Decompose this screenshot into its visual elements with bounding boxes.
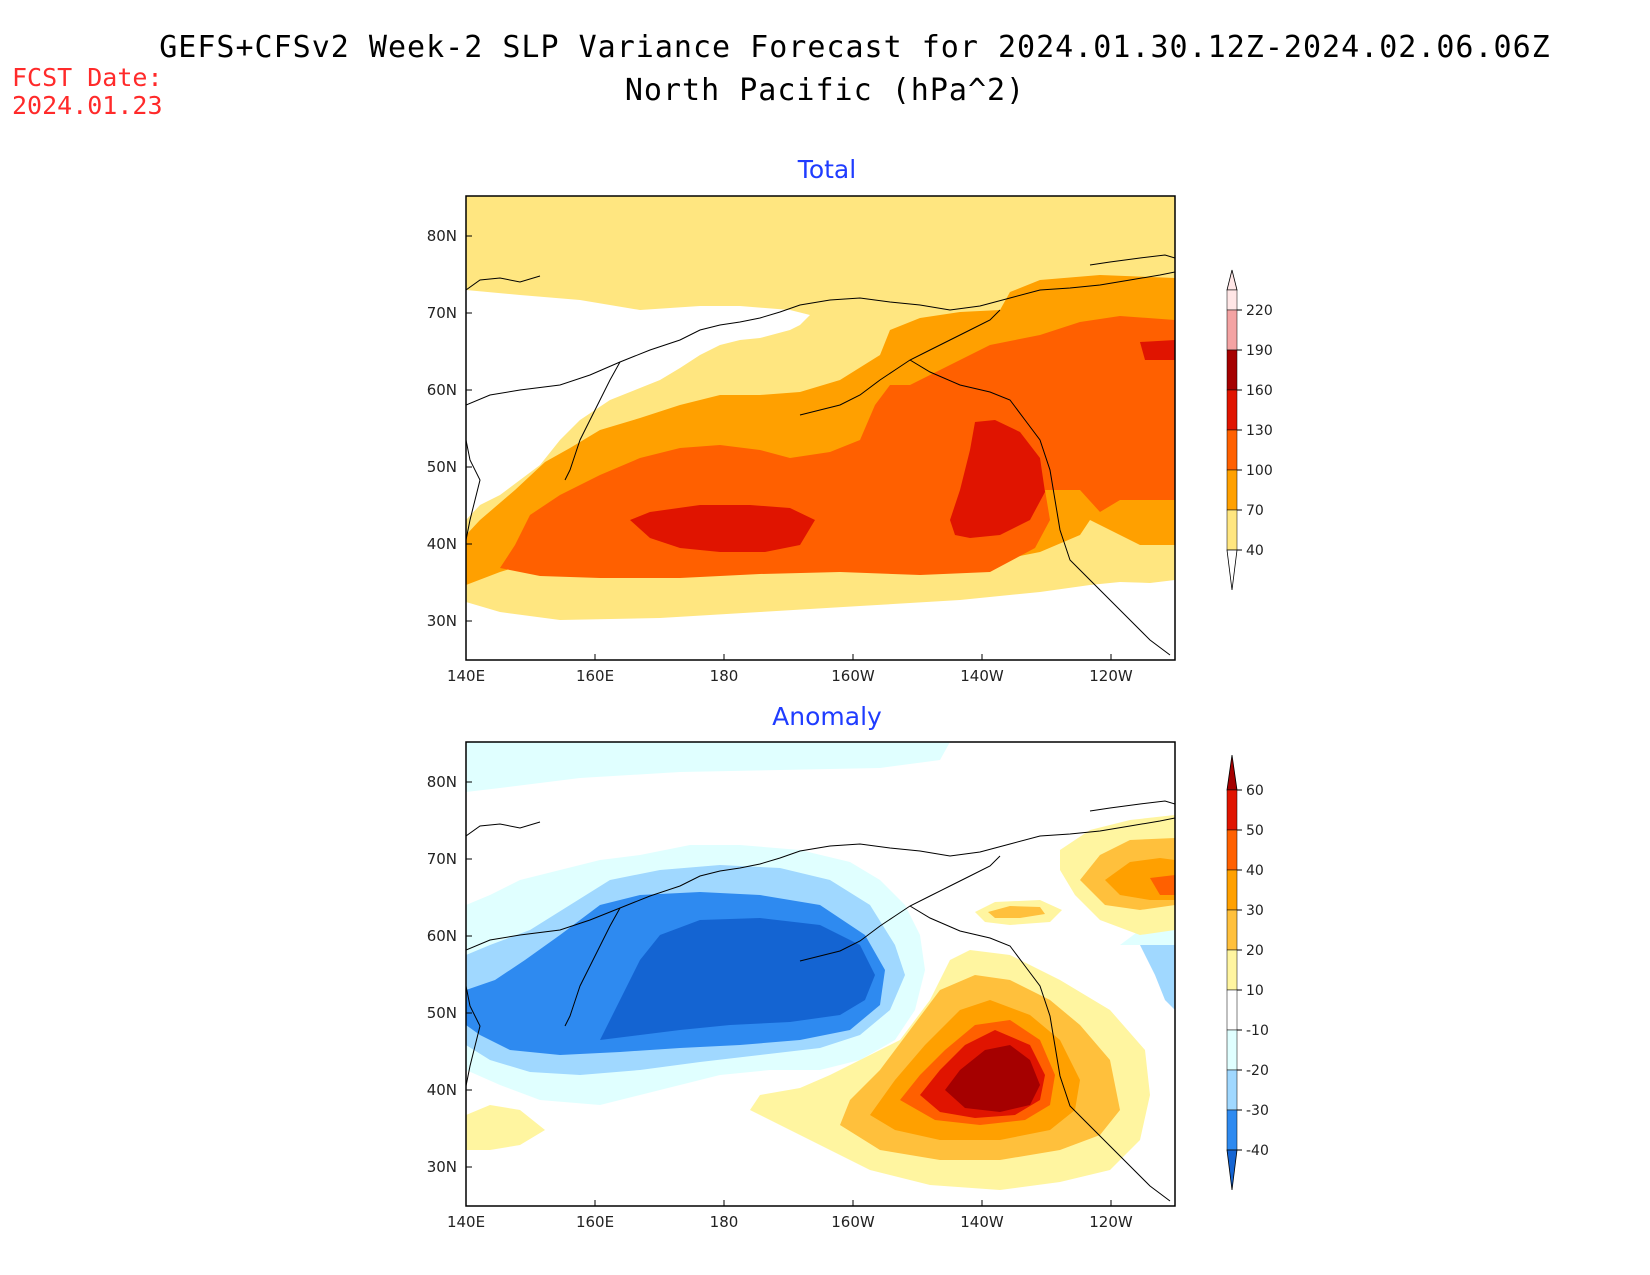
lat-tick-label: 50N: [427, 1004, 457, 1022]
panel-title-total: Total: [797, 155, 856, 184]
colorbar-label: -40: [1246, 1143, 1269, 1159]
fcst-label: FCST Date:: [12, 63, 163, 92]
lat-tick-label: 80N: [427, 227, 457, 245]
lon-tick-label: 140E: [447, 1213, 485, 1231]
colorbar-label: 100: [1246, 463, 1273, 479]
colorbar-label: 50: [1246, 823, 1264, 839]
colorbar-label: 40: [1246, 543, 1264, 559]
lat-tick-label: 80N: [427, 773, 457, 791]
chart-subtitle: North Pacific (hPa^2): [624, 73, 1026, 108]
colorbar-label: -10: [1246, 1023, 1269, 1039]
lat-tick-label: 70N: [427, 304, 457, 322]
lat-axis-anomaly: 80N 70N 60N 50N 40N 30N: [427, 773, 472, 1176]
lat-tick-label: 30N: [427, 1158, 457, 1176]
colorbar-label: 20: [1246, 943, 1264, 959]
chart-title: GEFS+CFSv2 Week-2 SLP Variance Forecast …: [159, 30, 1551, 65]
fcst-date: 2024.01.23: [12, 91, 163, 120]
lon-tick-label: 140W: [960, 667, 1004, 685]
lon-axis-anomaly: 140E 160E 180 160W 140W 120W: [447, 1200, 1133, 1231]
total-field: [466, 196, 1175, 660]
coastlines-total: [466, 254, 1175, 656]
lon-tick-label: 160W: [831, 667, 875, 685]
colorbar-label: 10: [1246, 983, 1264, 999]
colorbar-anomaly: 60 50 40 30 20 10 -10 -20 -30 -40: [1226, 754, 1269, 1191]
lat-tick-label: 40N: [427, 535, 457, 553]
lon-tick-label: 140E: [447, 667, 485, 685]
colorbar-label: 60: [1246, 783, 1264, 799]
lat-tick-label: 50N: [427, 458, 457, 476]
colorbar-label: -30: [1246, 1103, 1269, 1119]
lon-tick-label: 180: [710, 1213, 739, 1231]
lon-tick-label: 160E: [576, 1213, 614, 1231]
colorbar-label: 70: [1246, 503, 1264, 519]
colorbar-total: 220 190 160 130 100 70 40: [1226, 269, 1273, 591]
lat-tick-label: 60N: [427, 381, 457, 399]
lon-axis-total: 140E 160E 180 160W 140W 120W: [447, 654, 1133, 685]
colorbar-label: 130: [1246, 423, 1273, 439]
lat-tick-label: 40N: [427, 1081, 457, 1099]
colorbar-label: 220: [1246, 303, 1273, 319]
panel-title-anomaly: Anomaly: [772, 702, 882, 731]
colorbar-label: -20: [1246, 1063, 1269, 1079]
colorbar-label: 190: [1246, 343, 1273, 359]
lat-tick-label: 30N: [427, 612, 457, 630]
lat-tick-label: 60N: [427, 927, 457, 945]
lon-tick-label: 180: [710, 667, 739, 685]
coastlines-anomaly: [466, 800, 1175, 1202]
lon-tick-label: 160W: [831, 1213, 875, 1231]
lon-tick-label: 140W: [960, 1213, 1004, 1231]
lon-tick-label: 160E: [576, 667, 614, 685]
anomaly-field: [466, 742, 1175, 1206]
colorbar-label: 40: [1246, 863, 1264, 879]
lon-tick-label: 120W: [1089, 667, 1133, 685]
colorbar-label: 30: [1246, 903, 1264, 919]
lat-axis-total: 80N 70N 60N 50N 40N 30N: [427, 227, 472, 630]
lon-tick-label: 120W: [1089, 1213, 1133, 1231]
colorbar-label: 160: [1246, 383, 1273, 399]
lat-tick-label: 70N: [427, 850, 457, 868]
